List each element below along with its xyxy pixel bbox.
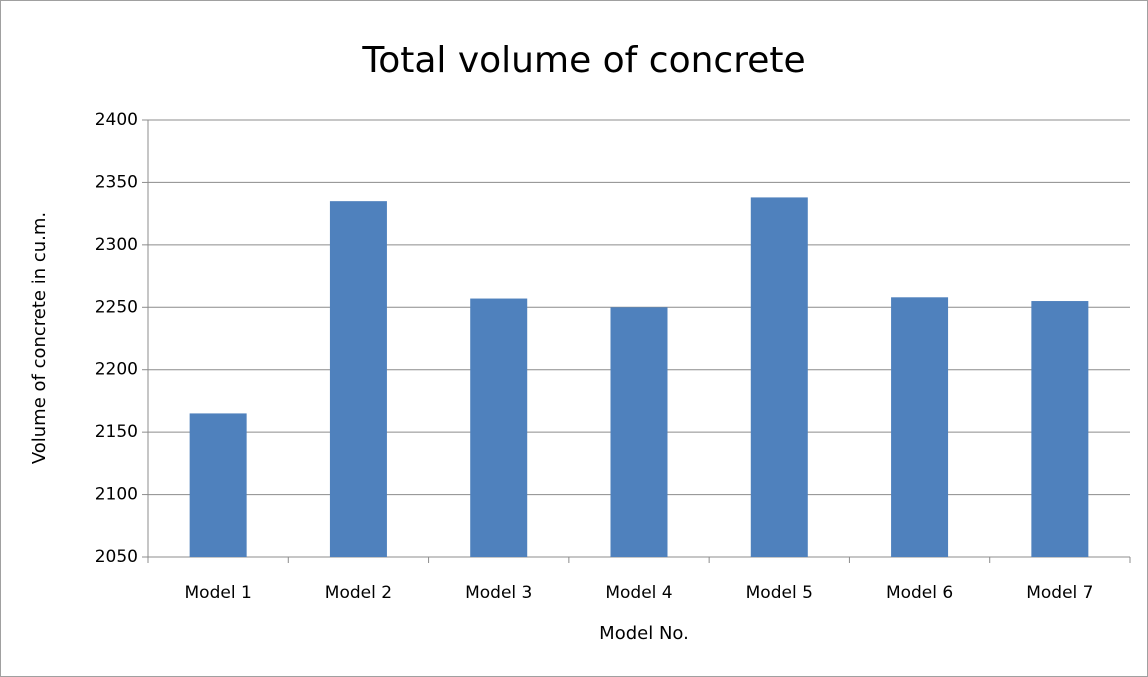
x-tick-label: Model 5 [746,583,813,603]
bar [891,297,949,557]
bar [610,307,668,557]
y-tick-label: 2400 [95,110,138,130]
x-tick-label: Model 1 [185,583,252,603]
x-tick-label: Model 3 [465,583,532,603]
bar [1031,301,1089,557]
x-tick-label: Model 4 [605,583,672,603]
y-tick-label: 2100 [95,485,138,505]
x-axis-label: Model No. [599,623,689,644]
y-tick-label: 2300 [95,235,138,255]
y-tick-label: 2200 [95,360,138,380]
bar [470,298,528,557]
bar [329,201,387,557]
y-tick-label: 2150 [95,422,138,442]
chart-title: Total volume of concrete [361,40,805,81]
y-tick-label: 2050 [95,547,138,567]
bar [189,413,247,557]
bar [750,197,808,557]
x-tick-label: Model 6 [886,583,953,603]
x-tick-label: Model 7 [1026,583,1093,603]
x-tick-label: Model 2 [325,583,392,603]
y-axis-label: Volume of concrete in cu.m. [29,212,50,464]
y-tick-label: 2250 [95,297,138,317]
y-tick-label: 2350 [95,172,138,192]
